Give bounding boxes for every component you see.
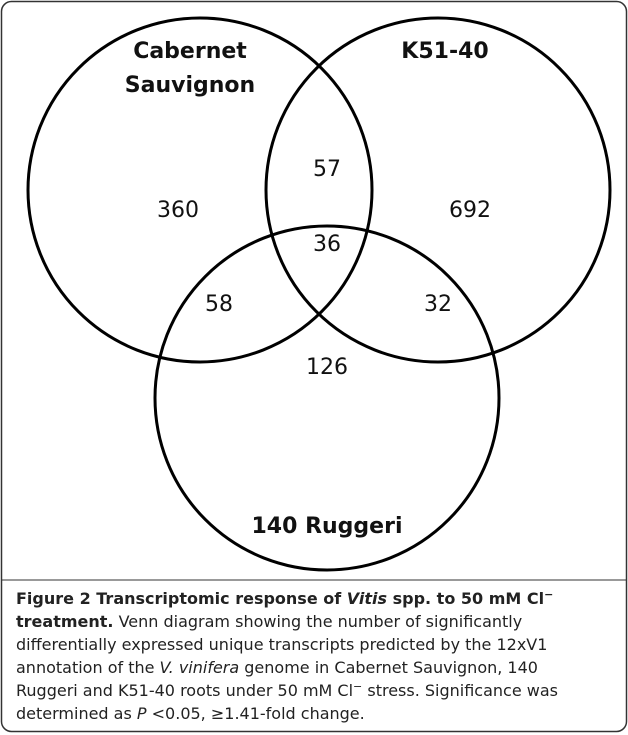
caption-text: differentially expressed unique transcri… (16, 635, 547, 654)
caption-text: − (544, 588, 553, 601)
region-count: 692 (449, 198, 491, 223)
caption-text: Ruggeri and K51-40 roots under 50 mM Cl (16, 681, 353, 700)
caption-text: <0.05, ≥1.41-fold change. (147, 704, 365, 723)
caption-text: Venn diagram showing the number of signi… (113, 612, 522, 631)
caption-text: determined as (16, 704, 137, 723)
caption-line: Figure 2 Transcriptomic response of Viti… (16, 588, 553, 609)
region-count: 32 (424, 292, 452, 317)
caption-text: V. vinifera (160, 658, 240, 677)
set-circle (153, 224, 501, 572)
caption-text: Vitis (347, 589, 387, 608)
caption-text: P (137, 704, 147, 723)
caption-line: determined as P <0.05, ≥1.41-fold change… (16, 704, 365, 723)
region-count: 360 (157, 198, 199, 223)
set-circle (264, 16, 612, 364)
set-label: K51-40 (401, 39, 488, 64)
caption-text: − (353, 680, 362, 693)
caption-line: annotation of the V. vinifera genome in … (16, 658, 538, 677)
caption-text: genome in Cabernet Sauvignon, 140 (239, 658, 538, 677)
set-circle (26, 16, 374, 364)
caption-text: spp. to 50 mM Cl (387, 589, 544, 608)
region-count: 36 (313, 232, 341, 257)
caption-text: Figure 2 Transcriptomic response of (16, 589, 347, 608)
set-label: Sauvignon (125, 73, 255, 98)
caption-line: Ruggeri and K51-40 roots under 50 mM Cl−… (16, 680, 558, 701)
region-count: 57 (313, 157, 341, 182)
region-count: 58 (205, 292, 233, 317)
caption-text: annotation of the (16, 658, 160, 677)
caption-text: stress. Significance was (362, 681, 558, 700)
caption: Figure 2 Transcriptomic response of Viti… (16, 588, 558, 724)
set-label: 140 Ruggeri (252, 514, 403, 539)
region-count: 126 (306, 355, 348, 380)
caption-line: treatment. Venn diagram showing the numb… (16, 612, 522, 631)
caption-line: differentially expressed unique transcri… (16, 635, 547, 654)
caption-text: treatment. (16, 612, 113, 631)
set-label: Cabernet (133, 39, 247, 64)
